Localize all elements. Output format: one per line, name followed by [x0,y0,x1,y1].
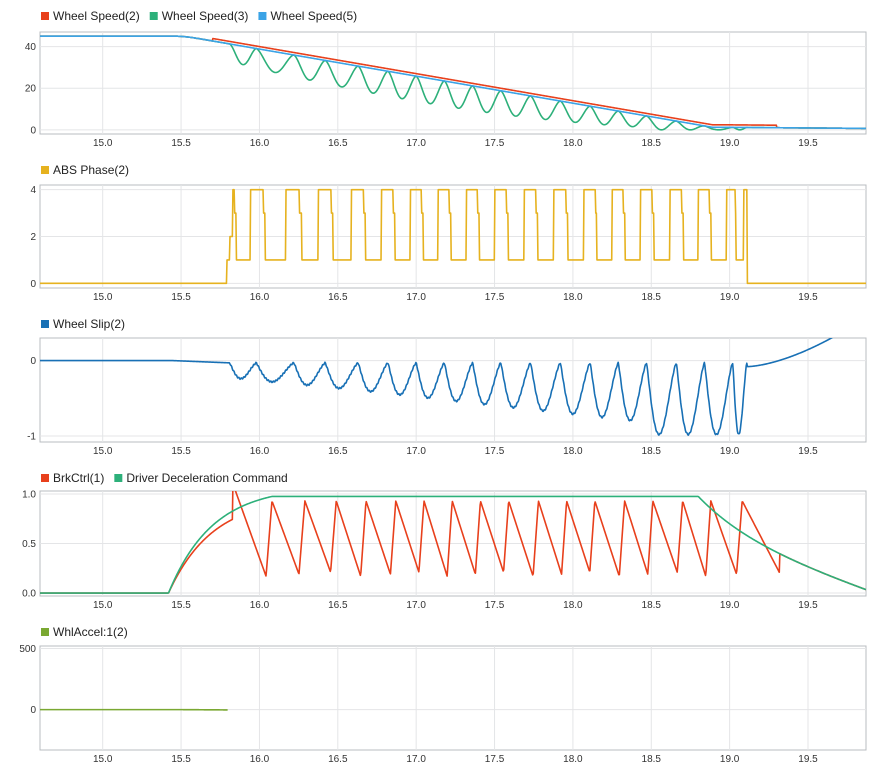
legend-entry-label: ABS Phase(2) [53,163,129,177]
legend-entry-label: BrkCtrl(1) [53,471,104,485]
x-tick-label: 15.5 [171,138,191,149]
plot-panel-4: 15.0 15.5 16.0 16.5 17.0 17.5 18.0 18.5 19.0 19.5… [22,471,866,611]
plot-panel-1: 15.0 15.5 16.0 16.5 17.0 17.5 18.0 18.5 19.0 19.5… [25,9,866,149]
x-tick-label: 19.0 [720,600,740,611]
legend-swatch [258,12,266,20]
y-tick-label: 0 [30,705,36,716]
x-tick-label: 18.5 [642,600,662,611]
x-tick-label: 19.0 [720,446,740,457]
x-tick-label: 16.0 [250,138,270,149]
x-tick-label: 15.0 [93,138,113,149]
axes-frame [40,338,866,442]
x-tick-label: 18.0 [563,446,583,457]
x-tick-label: 18.5 [642,292,662,303]
x-tick-label: 19.0 [720,754,740,765]
x-tick-label: 19.0 [720,138,740,149]
legend-entry-label: Wheel Speed(5) [270,9,357,23]
x-tick-label: 17.5 [485,446,505,457]
x-tick-label: 19.5 [798,446,818,457]
y-tick-label: 40 [25,42,37,53]
x-tick-label: 16.5 [328,138,348,149]
x-tick-label: 15.0 [93,446,113,457]
y-tick-label: 0 [30,279,36,290]
y-tick-label: 20 [25,84,37,95]
x-tick-label: 17.5 [485,754,505,765]
x-tick-label: 18.5 [642,754,662,765]
x-tick-label: 18.0 [563,600,583,611]
legend-swatch [114,474,122,482]
y-tick-label: 0 [30,356,36,367]
x-tick-label: 19.5 [798,754,818,765]
x-tick-label: 16.0 [250,600,270,611]
x-tick-label: 16.0 [250,446,270,457]
x-tick-label: 17.5 [485,138,505,149]
plot-panel-5: 15.0 15.5 16.0 16.5 17.0 17.5 18.0 18.5 19.0 19.5… [19,625,866,765]
x-tick-label: 16.5 [328,446,348,457]
legend-swatch [41,12,49,20]
x-tick-label: 17.5 [485,600,505,611]
x-tick-label: 17.0 [406,292,426,303]
legend-swatch [150,12,158,20]
x-tick-label: 19.0 [720,292,740,303]
legend-entry-label: WhlAccel:1(2) [53,625,128,639]
y-tick-label: 0.0 [22,589,36,600]
x-tick-label: 16.5 [328,292,348,303]
x-tick-label: 17.0 [406,446,426,457]
y-tick-label: 0.5 [22,539,36,550]
y-tick-label: 2 [30,232,36,243]
legend-swatch [41,166,49,174]
x-tick-label: 15.0 [93,754,113,765]
x-tick-label: 19.5 [798,138,818,149]
x-tick-label: 19.5 [798,600,818,611]
x-tick-label: 16.0 [250,292,270,303]
x-tick-label: 18.5 [642,138,662,149]
x-tick-label: 15.5 [171,600,191,611]
y-tick-label: 4 [30,185,36,196]
x-tick-label: 16.0 [250,754,270,765]
legend-swatch [41,474,49,482]
x-tick-label: 17.0 [406,138,426,149]
plot-panel-2: 15.0 15.5 16.0 16.5 17.0 17.5 18.0 18.5 19.0 19.5… [30,163,866,303]
x-tick-label: 15.5 [171,292,191,303]
x-tick-label: 17.0 [406,600,426,611]
x-tick-label: 18.0 [563,138,583,149]
axes-frame [40,646,866,750]
y-tick-label: 1.0 [22,489,36,500]
x-tick-label: 16.5 [328,600,348,611]
legend-entry-label: Wheel Speed(2) [53,9,140,23]
x-tick-label: 18.0 [563,754,583,765]
y-tick-label: -1 [27,431,36,442]
x-tick-label: 15.5 [171,446,191,457]
x-tick-label: 17.5 [485,292,505,303]
x-tick-label: 15.0 [93,292,113,303]
legend-swatch [41,320,49,328]
plot-panel-3: 15.0 15.5 16.0 16.5 17.0 17.5 18.0 18.5 19.0 19.5… [27,317,866,457]
x-tick-label: 16.5 [328,754,348,765]
legend-swatch [41,628,49,636]
x-tick-label: 15.0 [93,600,113,611]
legend-entry-label: Wheel Speed(3) [162,9,249,23]
x-tick-label: 18.0 [563,292,583,303]
x-tick-label: 19.5 [798,292,818,303]
x-tick-label: 15.5 [171,754,191,765]
y-tick-label: 0 [30,125,36,136]
x-tick-label: 18.5 [642,446,662,457]
y-tick-label: 500 [19,644,36,655]
x-tick-label: 17.0 [406,754,426,765]
legend-entry-label: Driver Deceleration Command [126,471,287,485]
legend-entry-label: Wheel Slip(2) [53,317,125,331]
